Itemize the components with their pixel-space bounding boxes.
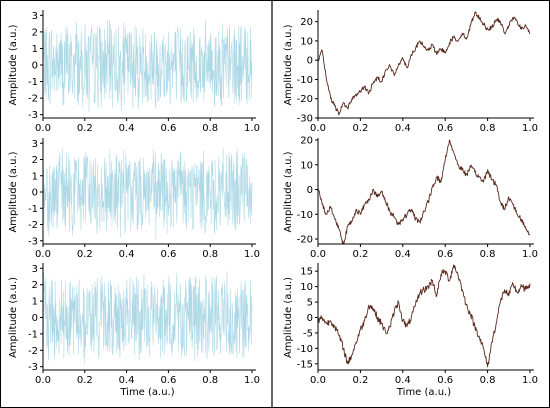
y-tick-label: -10	[297, 75, 313, 86]
x-tick-label: 0.8	[202, 375, 218, 386]
x-tick-label: 0.0	[35, 375, 51, 386]
y-tick-label: -2	[28, 94, 38, 105]
x-tick-label: 0.6	[437, 123, 453, 134]
x-tick-label: 1.0	[522, 249, 538, 260]
series-line	[42, 147, 253, 240]
y-tick-label: 2	[32, 27, 38, 38]
y-tick-label: -20	[297, 235, 313, 246]
chart-right-2: 0.0 0.2 0.4 0.6 0.8 1.0 -20 -10 0 10 20 Amplitude (…	[283, 136, 538, 261]
y-axis-label: Amplitude (a.u.)	[8, 151, 19, 232]
y-tick-label: -3	[28, 362, 38, 373]
y-tick-label: 3	[32, 139, 38, 150]
x-tick-label: 0.8	[480, 123, 496, 134]
x-tick-label: 0.6	[160, 123, 176, 134]
x-tick-label: 0.4	[395, 123, 411, 134]
y-tick-label: 1	[32, 44, 38, 55]
y-tick-label: 20	[300, 17, 313, 28]
y-tick-label: -5	[303, 328, 313, 339]
y-tick-label: -2	[28, 220, 38, 231]
x-tick-label: 0.8	[480, 375, 496, 386]
x-tick-label: 0.6	[160, 375, 176, 386]
y-axis-label: Amplitude (a.u.)	[283, 24, 294, 105]
series-line	[317, 11, 531, 116]
series-line	[42, 19, 253, 112]
x-tick-label: 1.0	[244, 249, 260, 260]
x-tick-label: 0.4	[395, 375, 411, 386]
y-axis-label: Amplitude (a.u.)	[283, 277, 294, 358]
y-tick-label: 10	[300, 160, 313, 171]
series-line	[317, 264, 531, 368]
series-line	[42, 271, 253, 364]
y-tick-label: -3	[28, 110, 38, 121]
x-tick-label: 0.8	[480, 249, 496, 260]
y-tick-label: -10	[297, 344, 313, 355]
x-tick-label: 1.0	[244, 375, 260, 386]
x-tick-label: 0.0	[310, 123, 326, 134]
y-tick-label: -1	[28, 77, 38, 88]
y-tick-label: 0	[32, 313, 38, 324]
x-tick-label: 0.8	[202, 249, 218, 260]
x-tick-label: 0.8	[202, 123, 218, 134]
series-line	[317, 139, 531, 245]
x-tick-label: 0.4	[119, 375, 135, 386]
x-tick-label: 0.4	[119, 249, 135, 260]
x-tick-label: 0.6	[437, 249, 453, 260]
y-tick-label: 0	[307, 56, 313, 67]
y-axis-label: Amplitude (a.u.)	[283, 151, 294, 232]
y-tick-label: 2	[32, 280, 38, 291]
chart-left-1: 0.0 0.2 0.4 0.6 0.8 1.0 -3 -2 -1 0 1 2 3 Amplitude (a…	[8, 10, 260, 134]
y-tick-label: 10	[300, 36, 313, 47]
x-tick-label: 0.0	[35, 123, 51, 134]
y-tick-label: 3	[32, 11, 38, 22]
y-tick-label: -3	[28, 236, 38, 247]
y-tick-label: -10	[297, 210, 313, 221]
x-tick-label: 0.2	[352, 123, 368, 134]
x-tick-label: 1.0	[522, 123, 538, 134]
x-tick-label: 0.0	[310, 249, 326, 260]
x-tick-label: 0.4	[395, 249, 411, 260]
x-tick-label: 0.6	[160, 249, 176, 260]
y-axis-label: Amplitude (a.u.)	[8, 277, 19, 358]
y-tick-label: -2	[28, 346, 38, 357]
x-tick-label: 0.4	[119, 123, 135, 134]
y-tick-label: 5	[307, 298, 313, 309]
x-tick-label: 0.2	[77, 249, 93, 260]
y-tick-label: -1	[28, 329, 38, 340]
x-tick-label: 1.0	[244, 123, 260, 134]
x-tick-label: 0.2	[352, 249, 368, 260]
y-tick-label: -1	[28, 204, 38, 215]
y-tick-label: -30	[297, 114, 313, 125]
x-tick-label: 0.2	[77, 123, 93, 134]
y-axis-label: Amplitude (a.u.)	[8, 24, 19, 105]
y-tick-label: 3	[32, 264, 38, 275]
chart-right-1: 0.0 0.2 0.4 0.6 0.8 1.0 -30 -20 -10 0 10 20 Amplitud…	[283, 10, 538, 134]
x-tick-label: 0.2	[352, 375, 368, 386]
chart-left-3: 0.0 0.2 0.4 0.6 0.8 1.0 -3 -2 -1 0 1 2 3 Amplitude (a…	[8, 263, 260, 398]
x-axis-label: Time (a.u.)	[119, 387, 174, 398]
x-tick-label: 0.2	[77, 375, 93, 386]
y-tick-label: -20	[297, 94, 313, 105]
x-tick-label: 0.6	[437, 375, 453, 386]
y-tick-label: 20	[300, 136, 313, 147]
y-tick-label: 0	[307, 185, 313, 196]
y-tick-label: 1	[32, 171, 38, 182]
y-tick-label: 0	[307, 313, 313, 324]
x-tick-label: 0.0	[310, 375, 326, 386]
y-tick-label: 10	[300, 282, 313, 293]
chart-right-3: 0.0 0.2 0.4 0.6 0.8 1.0 -15 -10 -5 0 5 10 15 Amplitud…	[283, 263, 538, 398]
y-tick-label: 1	[32, 297, 38, 308]
y-tick-label: 2	[32, 155, 38, 166]
x-tick-label: 0.0	[35, 249, 51, 260]
y-tick-label: -15	[297, 359, 313, 370]
y-tick-label: 0	[32, 188, 38, 199]
x-tick-label: 1.0	[522, 375, 538, 386]
chart-left-2: 0.0 0.2 0.4 0.6 0.8 1.0 -3 -2 -1 0 1 2 3 Amplitude (a…	[8, 138, 260, 260]
y-tick-label: 0	[32, 61, 38, 72]
y-tick-label: 15	[300, 267, 313, 278]
x-axis-label: Time (a.u.)	[396, 387, 451, 398]
